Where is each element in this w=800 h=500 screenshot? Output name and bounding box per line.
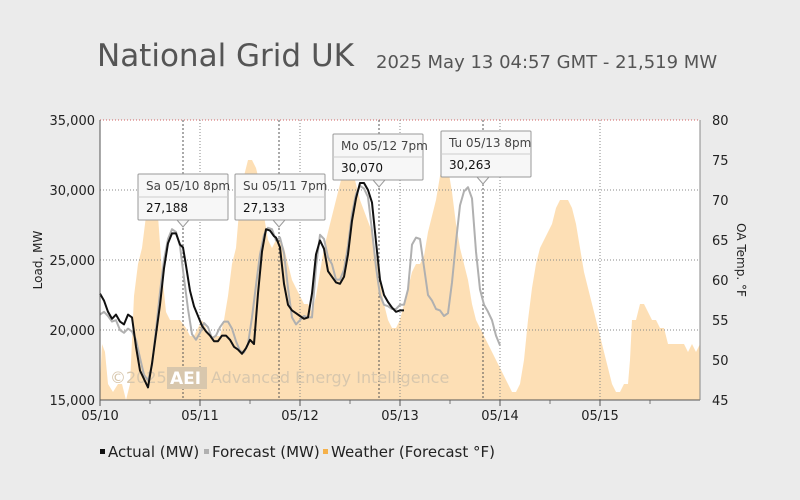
y2-tick-label: 65 [712,234,729,249]
legend-item-actual[interactable]: Actual (MW) [100,443,199,461]
y-tick-label: 25,000 [50,254,96,269]
watermark-company: Advanced Energy Intelligence [211,368,449,387]
y-tick-label: 35,000 [50,114,96,129]
legend-swatch-actual [100,449,105,454]
aei-logo-text: AEI [170,369,201,389]
x-tick-label: 05/12 [281,409,318,424]
legend-item-forecast[interactable]: Forecast (MW) [204,443,320,461]
tooltip-value: 30,070 [341,161,383,175]
tooltip-layer: Sa 05/10 8pm 27,188 Su 05/11 7pm 27,133 Mo 0… [137,130,532,228]
watermark-copyright: ©2025 [110,368,167,387]
peak-tooltip: Su 05/11 7pm 27,133 [234,173,327,228]
y-tick-label: 15,000 [50,394,96,409]
axes-layer: 15,000 20,000 25,000 30,000 35,000 45 50 55 60 65… [50,114,729,424]
y2-tick-label: 75 [712,154,729,169]
x-tick-label: 05/10 [81,409,118,424]
y-tick-label: 20,000 [50,324,96,339]
x-tick-label: 05/13 [381,409,418,424]
peak-tooltip: Mo 05/12 7pm 30,070 [332,133,428,188]
watermark: ©2025 AEI Advanced Energy Intelligence [110,367,449,389]
x-tick-label: 05/15 [581,409,618,424]
tooltip-value: 27,133 [243,201,285,215]
y2-tick-label: 55 [712,314,729,329]
legend-label-forecast: Forecast (MW) [212,443,320,461]
tooltip-title: Mo 05/12 7pm [341,139,428,153]
legend-swatch-forecast [204,449,209,454]
y2-tick-label: 60 [712,274,729,289]
tooltip-title: Sa 05/10 8pm [146,179,230,193]
y-tick-label: 30,000 [50,184,96,199]
tooltip-value: 30,263 [449,158,491,172]
legend-swatch-weather [323,449,328,454]
chart-subtitle: 2025 May 13 04:57 GMT - 21,519 MW [376,52,718,73]
y2-tick-label: 70 [712,194,729,209]
tooltip-title: Tu 05/13 8pm [448,136,531,150]
legend-label-weather: Weather (Forecast °F) [331,443,495,461]
y2-tick-label: 50 [712,354,729,369]
y-axis-label: Load, MW [31,231,45,290]
tooltip-value: 27,188 [146,201,188,215]
peak-tooltip: Sa 05/10 8pm 27,188 [137,173,230,228]
x-tick-label: 05/11 [181,409,218,424]
lines-layer [99,182,501,389]
tooltip-title: Su 05/11 7pm [243,179,327,193]
legend-label-actual: Actual (MW) [108,443,199,461]
y2-tick-label: 45 [712,394,729,409]
y2-axis-label: OA Temp. °F [734,223,748,297]
actual-line [99,182,404,389]
chart-title: National Grid UK [97,38,354,74]
peak-tooltip: Tu 05/13 8pm 30,263 [440,130,532,185]
legend-item-weather[interactable]: Weather (Forecast °F) [323,443,495,461]
y2-tick-label: 80 [712,114,729,129]
aei-logo-box [167,367,207,389]
legend: Actual (MW) Forecast (MW) Weather (Forec… [100,443,495,461]
x-tick-label: 05/14 [481,409,518,424]
